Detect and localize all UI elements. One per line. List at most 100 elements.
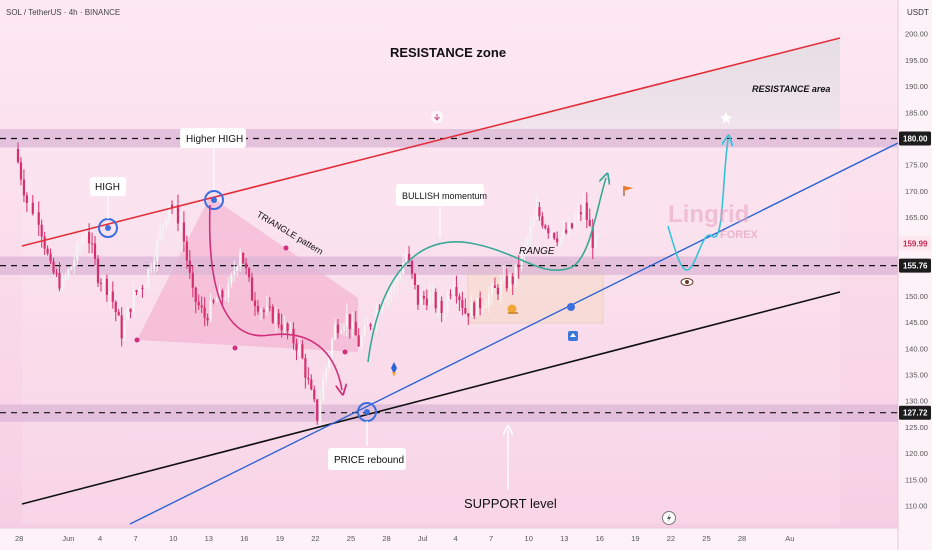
candle-up[interactable] xyxy=(327,356,331,368)
candle-up[interactable] xyxy=(150,268,153,270)
candle-up[interactable] xyxy=(360,335,363,347)
candle-down[interactable] xyxy=(505,276,508,289)
candle-down[interactable] xyxy=(280,324,283,331)
candle-down[interactable] xyxy=(434,291,437,309)
candle-down[interactable] xyxy=(250,277,254,301)
candle-up[interactable] xyxy=(233,271,236,275)
candle-up[interactable] xyxy=(34,212,37,214)
candle-up[interactable] xyxy=(322,377,325,401)
candle-down[interactable] xyxy=(292,328,295,344)
candle-down[interactable] xyxy=(585,202,588,220)
candle-up[interactable] xyxy=(67,269,70,278)
candle-up[interactable] xyxy=(265,306,268,312)
candle-up[interactable] xyxy=(147,268,150,287)
candle-down[interactable] xyxy=(422,296,425,299)
candle-down[interactable] xyxy=(22,179,26,196)
rising-trendline[interactable] xyxy=(129,142,899,525)
candle-up[interactable] xyxy=(28,202,31,204)
candle-up[interactable] xyxy=(138,288,141,293)
candle-up[interactable] xyxy=(215,300,218,303)
candle-up[interactable] xyxy=(330,339,334,357)
candle-down[interactable] xyxy=(407,253,411,261)
candle-down[interactable] xyxy=(416,284,420,305)
candle-up[interactable] xyxy=(446,294,449,310)
candle-down[interactable] xyxy=(206,317,209,321)
candle-down[interactable] xyxy=(410,260,414,274)
candle-up[interactable] xyxy=(209,300,212,321)
candle-up[interactable] xyxy=(289,328,292,332)
candle-down[interactable] xyxy=(348,313,351,329)
candle-up[interactable] xyxy=(239,252,242,267)
candle-up[interactable] xyxy=(165,218,168,225)
candle-down[interactable] xyxy=(588,219,591,227)
candle-up[interactable] xyxy=(452,286,455,295)
candle-up[interactable] xyxy=(159,229,162,240)
candle-down[interactable] xyxy=(176,205,180,224)
candle-up[interactable] xyxy=(499,281,502,295)
candle-down[interactable] xyxy=(310,379,313,390)
candle-down[interactable] xyxy=(467,313,470,317)
candle-up[interactable] xyxy=(502,276,505,282)
candle-up[interactable] xyxy=(508,276,511,289)
candle-up[interactable] xyxy=(431,291,434,293)
candle-down[interactable] xyxy=(268,306,271,308)
candle-up[interactable] xyxy=(393,282,396,289)
candle-down[interactable] xyxy=(93,243,97,259)
candle-down[interactable] xyxy=(185,241,188,261)
candle-up[interactable] xyxy=(573,220,577,228)
candle-down[interactable] xyxy=(553,232,556,239)
candle-up[interactable] xyxy=(482,307,485,309)
candle-up[interactable] xyxy=(396,278,399,283)
candle-down[interactable] xyxy=(43,236,46,249)
candle-up[interactable] xyxy=(227,283,230,298)
candle-up[interactable] xyxy=(567,223,571,233)
candle-up[interactable] xyxy=(594,235,597,248)
candle-down[interactable] xyxy=(369,324,372,327)
candle-up[interactable] xyxy=(325,367,328,378)
candle-down[interactable] xyxy=(354,321,357,336)
candle-down[interactable] xyxy=(541,216,544,226)
support-trendline[interactable] xyxy=(21,291,841,505)
candle-down[interactable] xyxy=(170,204,174,208)
candle-down[interactable] xyxy=(188,260,191,273)
candle-down[interactable] xyxy=(511,276,514,285)
candle-up[interactable] xyxy=(532,217,535,227)
candle-up[interactable] xyxy=(70,266,73,270)
candle-up[interactable] xyxy=(437,300,440,309)
candle-up[interactable] xyxy=(73,260,76,267)
candle-down[interactable] xyxy=(556,238,559,243)
candle-up[interactable] xyxy=(404,253,408,263)
candle-up[interactable] xyxy=(402,262,405,274)
candle-down[interactable] xyxy=(473,302,476,316)
candle-up[interactable] xyxy=(61,278,64,289)
candle-down[interactable] xyxy=(493,285,497,288)
candle-up[interactable] xyxy=(283,323,286,331)
candle-up[interactable] xyxy=(550,232,553,234)
candle-up[interactable] xyxy=(529,226,532,239)
candle-down[interactable] xyxy=(25,195,28,203)
candle-down[interactable] xyxy=(129,308,132,313)
candle-up[interactable] xyxy=(345,313,348,327)
candle-up[interactable] xyxy=(419,296,422,305)
candle-up[interactable] xyxy=(399,273,402,279)
candle-down[interactable] xyxy=(111,291,114,302)
resistance-trendline[interactable] xyxy=(21,37,841,247)
candle-down[interactable] xyxy=(31,202,34,214)
candle-up[interactable] xyxy=(381,301,384,310)
candle-down[interactable] xyxy=(479,297,482,309)
candle-down[interactable] xyxy=(425,298,428,306)
candle-down[interactable] xyxy=(496,287,500,295)
candle-down[interactable] xyxy=(221,290,224,298)
candle-down[interactable] xyxy=(313,389,316,400)
candle-up[interactable] xyxy=(526,238,529,246)
candle-up[interactable] xyxy=(523,245,526,253)
candle-down[interactable] xyxy=(440,300,443,314)
candle-up[interactable] xyxy=(372,322,375,327)
candle-down[interactable] xyxy=(271,306,274,323)
candle-up[interactable] xyxy=(428,292,431,306)
candle-down[interactable] xyxy=(52,261,55,273)
candle-up[interactable] xyxy=(387,292,390,300)
candle-up[interactable] xyxy=(79,243,82,245)
candle-down[interactable] xyxy=(58,272,61,289)
